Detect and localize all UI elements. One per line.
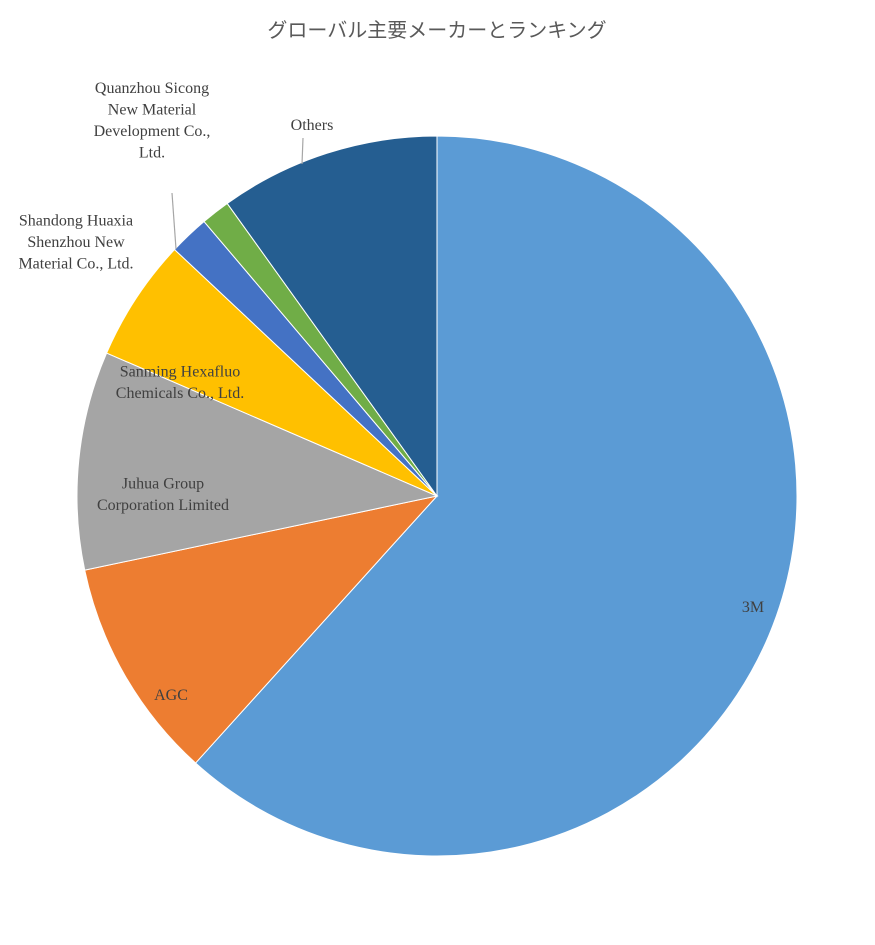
slice-label-5: Shandong Huaxia Shenzhou New Material Co.,… [18,213,133,273]
pie-slice-7 [226,135,438,498]
slice-label-3: Juhua Group Corporation Limited [97,475,229,514]
chart-title: グローバル主要メーカーとランキング [267,18,606,42]
slice-label-4: Sanming Hexafluo Chemicals Co., Ltd. [116,363,244,402]
slice-label-6: Quanzhou Sicong New Material Development C… [94,80,211,162]
leader-line-6 [171,192,177,250]
data-labels: 3M AGC Juhua Group Corporation Limited Sanmi… [18,80,764,704]
slice-label-2: AGC [154,687,188,704]
leader-lines [171,137,304,250]
slice-label-7: Others [291,117,334,134]
leader-line-7 [301,137,304,165]
slice-label-1: 3M [742,599,764,616]
pie-slice-1 [194,135,798,857]
pie-slice-2 [84,495,439,764]
slices-layer [76,135,798,857]
pie-slice-3 [76,352,439,571]
